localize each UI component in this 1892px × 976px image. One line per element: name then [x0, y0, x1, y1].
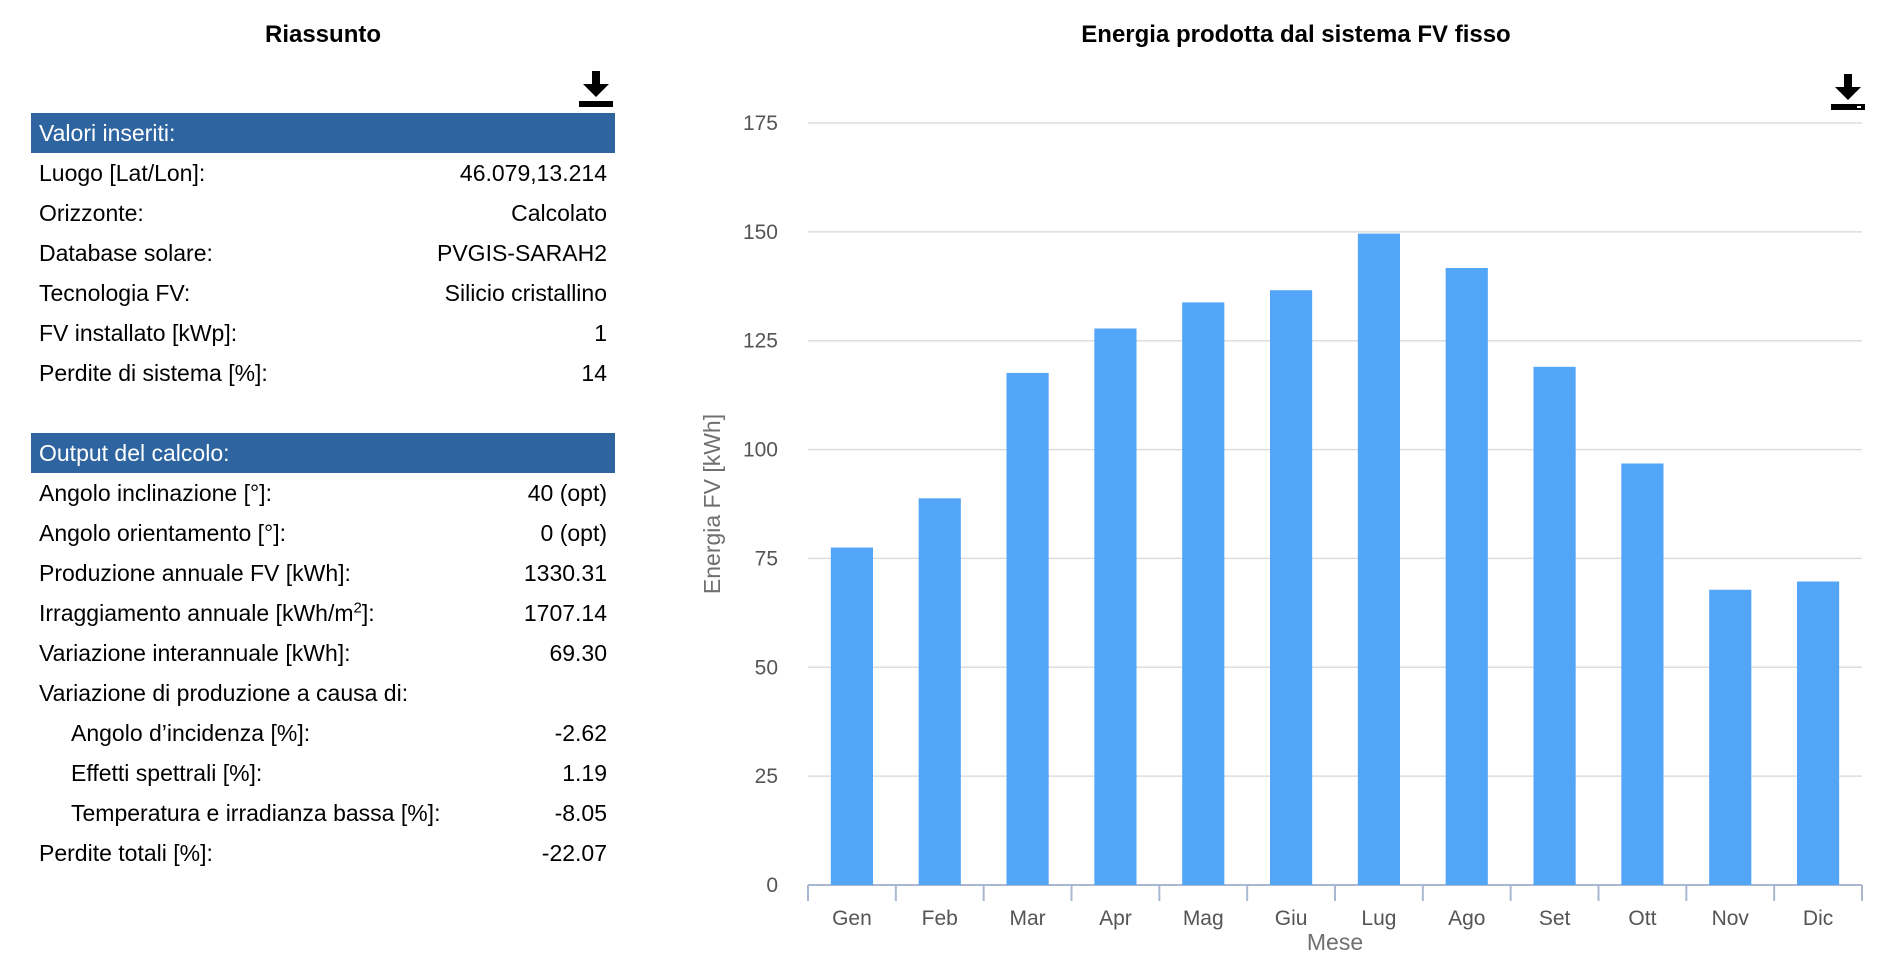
summary-row: FV installato [kWp]: 1 [31, 313, 615, 353]
bar-apr [1094, 328, 1137, 885]
x-tick-label: Lug [1361, 907, 1396, 930]
summary-row: Angolo d’incidenza [%]: -2.62 [31, 713, 615, 753]
x-tick-label: Set [1539, 907, 1571, 930]
summary-row: Produzione annuale FV [kWh]: 1330.31 [31, 553, 615, 593]
summary-row: Perdite di sistema [%]: 14 [31, 353, 615, 393]
row-label: Perdite di sistema [%]: [39, 360, 268, 386]
bar-ago [1445, 267, 1488, 886]
row-label: Variazione interannuale [kWh]: [39, 640, 351, 666]
row-value: PVGIS-SARAH2 [437, 240, 607, 266]
bar-feb [918, 498, 961, 885]
y-tick-label: 50 [755, 656, 778, 679]
summary-row: Irraggiamento annuale [kWh/m2]: 1707.14 [31, 593, 615, 633]
row-value: 46.079,13.214 [459, 160, 607, 186]
y-axis-title: Energia FV [kWh] [700, 414, 725, 594]
x-tick-label: Mag [1183, 907, 1224, 930]
summary-row: Orizzonte: Calcolato [31, 193, 615, 233]
y-tick-label: 25 [755, 765, 778, 788]
row-value: Silicio cristallino [444, 280, 607, 306]
row-label: FV installato [kWp]: [39, 320, 238, 346]
row-label: Angolo orientamento [°]: [39, 520, 287, 546]
summary-row: Angolo orientamento [°]: 0 (opt) [31, 513, 615, 553]
row-label: Orizzonte: [39, 200, 144, 226]
download-icon[interactable] [1830, 74, 1866, 112]
row-value: 14 [581, 360, 607, 386]
summary-row: Perdite totali [%]: -22.07 [31, 833, 615, 873]
bar-mag [1182, 302, 1225, 885]
bar-mar [1006, 372, 1049, 885]
row-label: Irraggiamento annuale [kWh/m2]: [39, 599, 375, 626]
row-label: Tecnologia FV: [39, 280, 191, 306]
download-icon[interactable] [578, 71, 614, 109]
summary-row: Temperatura e irradianza bassa [%]: -8.05 [31, 793, 615, 833]
row-value: -22.07 [541, 840, 607, 866]
y-tick-label: 0 [766, 874, 778, 897]
summary-title: Riassunto [264, 21, 381, 48]
row-value: 69.30 [549, 640, 607, 666]
row-label: Temperatura e irradianza bassa [%]: [71, 800, 441, 826]
row-value: -8.05 [554, 800, 607, 826]
inputs-list: Luogo [Lat/Lon]: 46.079,13.214 Orizzonte: C… [31, 153, 615, 393]
row-label: Produzione annuale FV [kWh]: [39, 560, 351, 586]
summary-row: Variazione interannuale [kWh]: 69.30 [31, 633, 615, 673]
chart-title: Energia prodotta dal sistema FV fisso [1081, 21, 1511, 48]
row-value: 1330.31 [523, 560, 607, 586]
bar-gen [830, 547, 873, 885]
bar-nov [1709, 589, 1752, 885]
summary-row: Variazione di produzione a causa di: [31, 673, 615, 713]
row-label: Angolo inclinazione [°]: [39, 480, 272, 506]
y-tick-label: 175 [743, 112, 778, 135]
outputs-section-header: Output del calcolo: [31, 433, 615, 473]
row-label: Variazione di produzione a causa di: [39, 680, 409, 706]
summary-row: Angolo inclinazione [°]: 40 (opt) [31, 473, 615, 513]
x-tick-label: Giu [1275, 907, 1308, 930]
row-label: Database solare: [39, 240, 213, 266]
x-tick-label: Ago [1448, 907, 1485, 930]
summary-panel: Riassunto Valori inseriti: Luogo [Lat/Lo… [31, 0, 615, 976]
y-tick-label: 150 [743, 221, 778, 244]
summary-row: Tecnologia FV: Silicio cristallino [31, 273, 615, 313]
energy-bar-chart: 0 25 50 75 100 125 150 175 Gen Feb Mar Apr Mag Giu Lug… [700, 112, 1863, 955]
row-label: Perdite totali [%]: [39, 840, 213, 866]
row-value: 0 (opt) [540, 520, 607, 546]
bar-dic [1797, 581, 1840, 885]
row-value: 40 (opt) [527, 480, 607, 506]
row-value: 1.19 [562, 760, 607, 786]
summary-row: Effetti spettrali [%]: 1.19 [31, 753, 615, 793]
row-value: 1 [594, 320, 607, 346]
row-value: -2.62 [554, 720, 607, 746]
x-axis-title: Mese [1307, 929, 1363, 955]
row-label: Effetti spettrali [%]: [71, 760, 263, 786]
x-tick-label: Mar [1009, 907, 1045, 930]
x-tick-label: Gen [832, 907, 872, 930]
bar-lug [1357, 233, 1400, 885]
bar-ott [1621, 463, 1664, 885]
x-tick-label: Ott [1628, 907, 1656, 930]
x-tick-label: Feb [922, 907, 958, 930]
row-value: 1707.14 [523, 600, 607, 626]
row-value: Calcolato [511, 200, 607, 226]
row-label: Luogo [Lat/Lon]: [39, 160, 206, 186]
bar-giu [1270, 290, 1313, 885]
x-tick-label: Dic [1803, 907, 1833, 930]
x-tick-label: Apr [1099, 907, 1132, 930]
y-tick-label: 75 [755, 547, 778, 570]
summary-row: Luogo [Lat/Lon]: 46.079,13.214 [31, 153, 615, 193]
summary-row: Database solare: PVGIS-SARAH2 [31, 233, 615, 273]
outputs-list: Angolo inclinazione [°]: 40 (opt) Angolo o… [31, 473, 615, 873]
inputs-section-header: Valori inseriti: [31, 113, 615, 153]
chart-panel: Energia prodotta dal sistema FV fisso 0 2… [700, 0, 1892, 976]
row-label: Angolo d’incidenza [%]: [71, 720, 311, 746]
y-tick-label: 100 [743, 439, 778, 462]
bar-set [1533, 366, 1576, 886]
y-tick-label: 125 [743, 330, 778, 353]
x-tick-label: Nov [1712, 907, 1750, 930]
